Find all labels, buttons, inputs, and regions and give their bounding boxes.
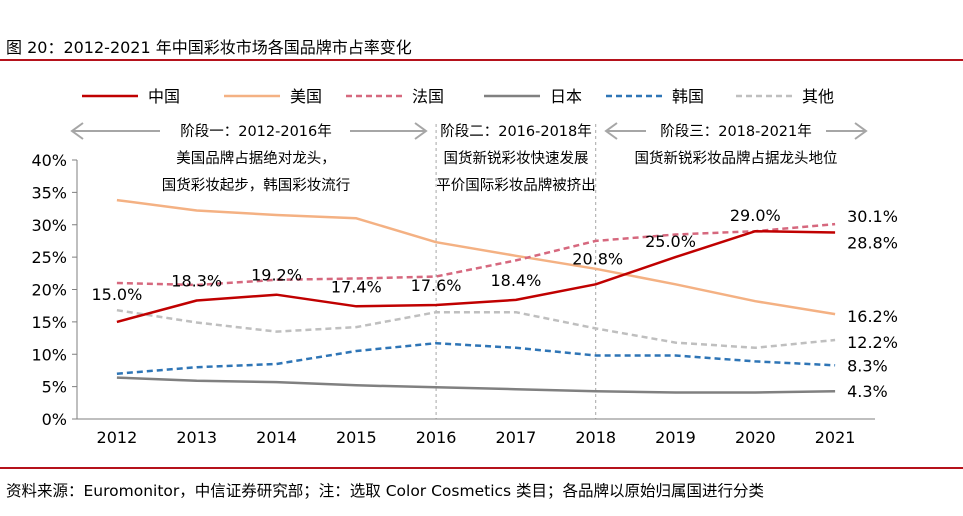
data-label: 28.8% [847,234,898,253]
y-tick-label: 25% [31,248,67,267]
legend-label: 法国 [412,87,444,106]
top-rule [0,59,963,61]
data-label: 12.2% [847,333,898,352]
data-label: 18.3% [171,272,222,291]
stage-text: 国货新锐彩妆品牌占据龙头地位 [635,150,838,167]
data-label: 25.0% [645,232,696,251]
bottom-rule [0,467,963,469]
x-tick-label: 2018 [575,428,616,447]
legend-label: 其他 [802,87,834,106]
legend-label: 日本 [550,87,582,106]
data-label: 29.0% [730,206,781,225]
stage-text: 平价国际彩妆品牌被挤出 [436,177,596,194]
x-tick-label: 2015 [336,428,377,447]
stage-text: 阶段三：2018-2021年 [660,123,812,140]
series-line-5 [116,308,836,350]
figure-title: 图 20：2012-2021 年中国彩妆市场各国品牌市占率变化 [6,38,412,57]
data-label: 17.4% [331,277,382,296]
y-tick-label: 0% [42,410,67,429]
x-tick-label: 2017 [496,428,537,447]
x-tick-label: 2014 [256,428,297,447]
stage-text: 国货新锐彩妆快速发展 [444,150,589,167]
legend-label: 韩国 [672,87,704,106]
series-line-3 [116,376,836,394]
stage-text: 美国品牌占据绝对龙头， [176,150,336,167]
stage-text: 国货彩妆起步，韩国彩妆流行 [162,177,351,194]
series-line-1 [116,198,836,316]
y-tick-label: 35% [31,183,67,202]
series-line-0 [116,229,836,324]
x-tick-label: 2020 [735,428,776,447]
data-label: 20.8% [572,249,623,268]
data-labels: 15.0% 18.3% 19.2% 17.4% 17.6% 18.4% 20.8% 25.0%… [91,206,897,401]
x-tick-label: 2012 [97,428,138,447]
series-lines [116,198,836,394]
stage-arrow-head [70,122,84,140]
data-label: 18.4% [490,271,541,290]
data-label: 15.0% [91,285,142,304]
chart-axes: 0% 5% 10% 15% 20% 25% 30% 35% 40% 2012 2013 2014 201… [31,151,875,447]
y-tick-label: 20% [31,281,67,300]
stage-text: 阶段一：2012-2016年 [180,123,332,140]
y-tick-label: 40% [31,151,67,170]
data-label: 16.2% [847,307,898,326]
x-tick-label: 2016 [416,428,457,447]
x-tick-label: 2021 [815,428,856,447]
data-label: 17.6% [411,276,462,295]
data-label: 19.2% [251,266,302,285]
data-label: 8.3% [847,356,888,375]
data-label: 30.1% [847,207,898,226]
x-tick-label: 2013 [176,428,217,447]
y-tick-label: 15% [31,313,67,332]
stage-text: 阶段二：2016-2018年 [440,123,592,140]
data-label: 4.3% [847,382,888,401]
stage-arrow-head [604,122,618,140]
stage-arrow-head [414,122,428,140]
legend-label: 美国 [290,87,322,106]
y-tick-label: 10% [31,345,67,364]
series-line-4 [116,341,836,375]
series-line-2 [116,222,836,287]
y-tick-label: 30% [31,216,67,235]
legend-label: 中国 [148,87,180,106]
x-tick-label: 2019 [655,428,696,447]
legend: 中国 美国 法国 日本 韩国 其他 [82,87,834,106]
y-tick-label: 5% [42,378,67,397]
stage-arrow-head [854,122,868,140]
source-note: 资料来源：Euromonitor，中信证券研究部；注：选取 Color Cosm… [6,482,765,500]
